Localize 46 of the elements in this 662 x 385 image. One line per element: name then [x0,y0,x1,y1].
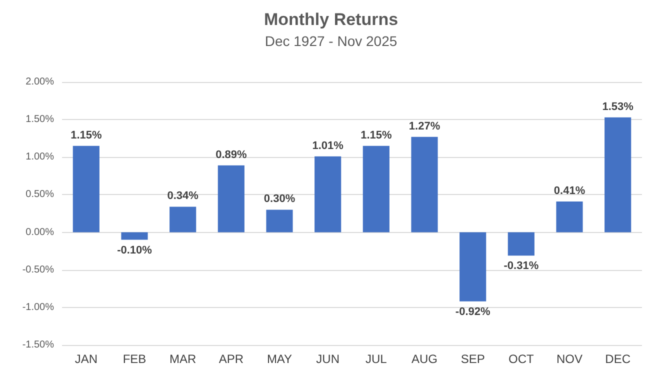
bar [556,201,583,232]
bar [508,232,534,256]
x-tick-label: MAY [266,352,292,366]
y-tick-label: -1.00% [22,302,54,313]
chart-subtitle: Dec 1927 - Nov 2025 [264,33,398,49]
x-tick-label: MAR [169,352,196,366]
bar [266,210,293,232]
data-label: -0.31% [504,260,539,272]
data-label: 1.15% [360,129,392,142]
bar [218,165,244,232]
bar [121,232,148,240]
y-tick-label: -0.50% [22,264,54,276]
data-label: 0.34% [167,190,199,202]
x-tick-label: JUN [316,352,340,366]
bar [72,146,100,232]
x-tick-label: OCT [508,352,534,366]
chart-title: Monthly Returns [264,10,398,29]
y-tick-label: 1.50% [26,114,54,126]
bar [411,136,438,232]
data-label: 0.89% [216,148,247,161]
data-label: 1.27% [408,120,440,132]
bar [314,156,342,232]
x-tick-label: JAN [74,352,98,366]
bar [604,117,632,232]
data-label: -0.10% [117,244,152,256]
x-tick-label: FEB [122,352,146,366]
y-tick-label: -1.50% [22,340,54,350]
x-tick-label: AUG [411,352,438,366]
bar [460,232,486,302]
y-tick-label: 0.50% [26,189,54,200]
data-label: 1.15% [70,129,102,142]
y-tick-label: 1.00% [26,152,54,163]
data-label: 0.41% [554,184,586,197]
y-tick-label: 0.00% [26,226,54,238]
x-tick-label: NOV [556,352,583,366]
x-tick-label: SEP [460,352,485,366]
x-tick-label: JUL [365,352,388,366]
data-label: 1.53% [602,100,634,113]
data-label: 0.30% [264,193,296,206]
data-label: -0.92% [455,306,490,318]
x-tick-label: DEC [605,352,631,366]
x-tick-label: APR [218,352,244,366]
data-label: 1.01% [312,140,344,152]
bar [170,206,196,232]
y-tick-label: 2.00% [26,76,54,88]
bar [362,146,390,232]
